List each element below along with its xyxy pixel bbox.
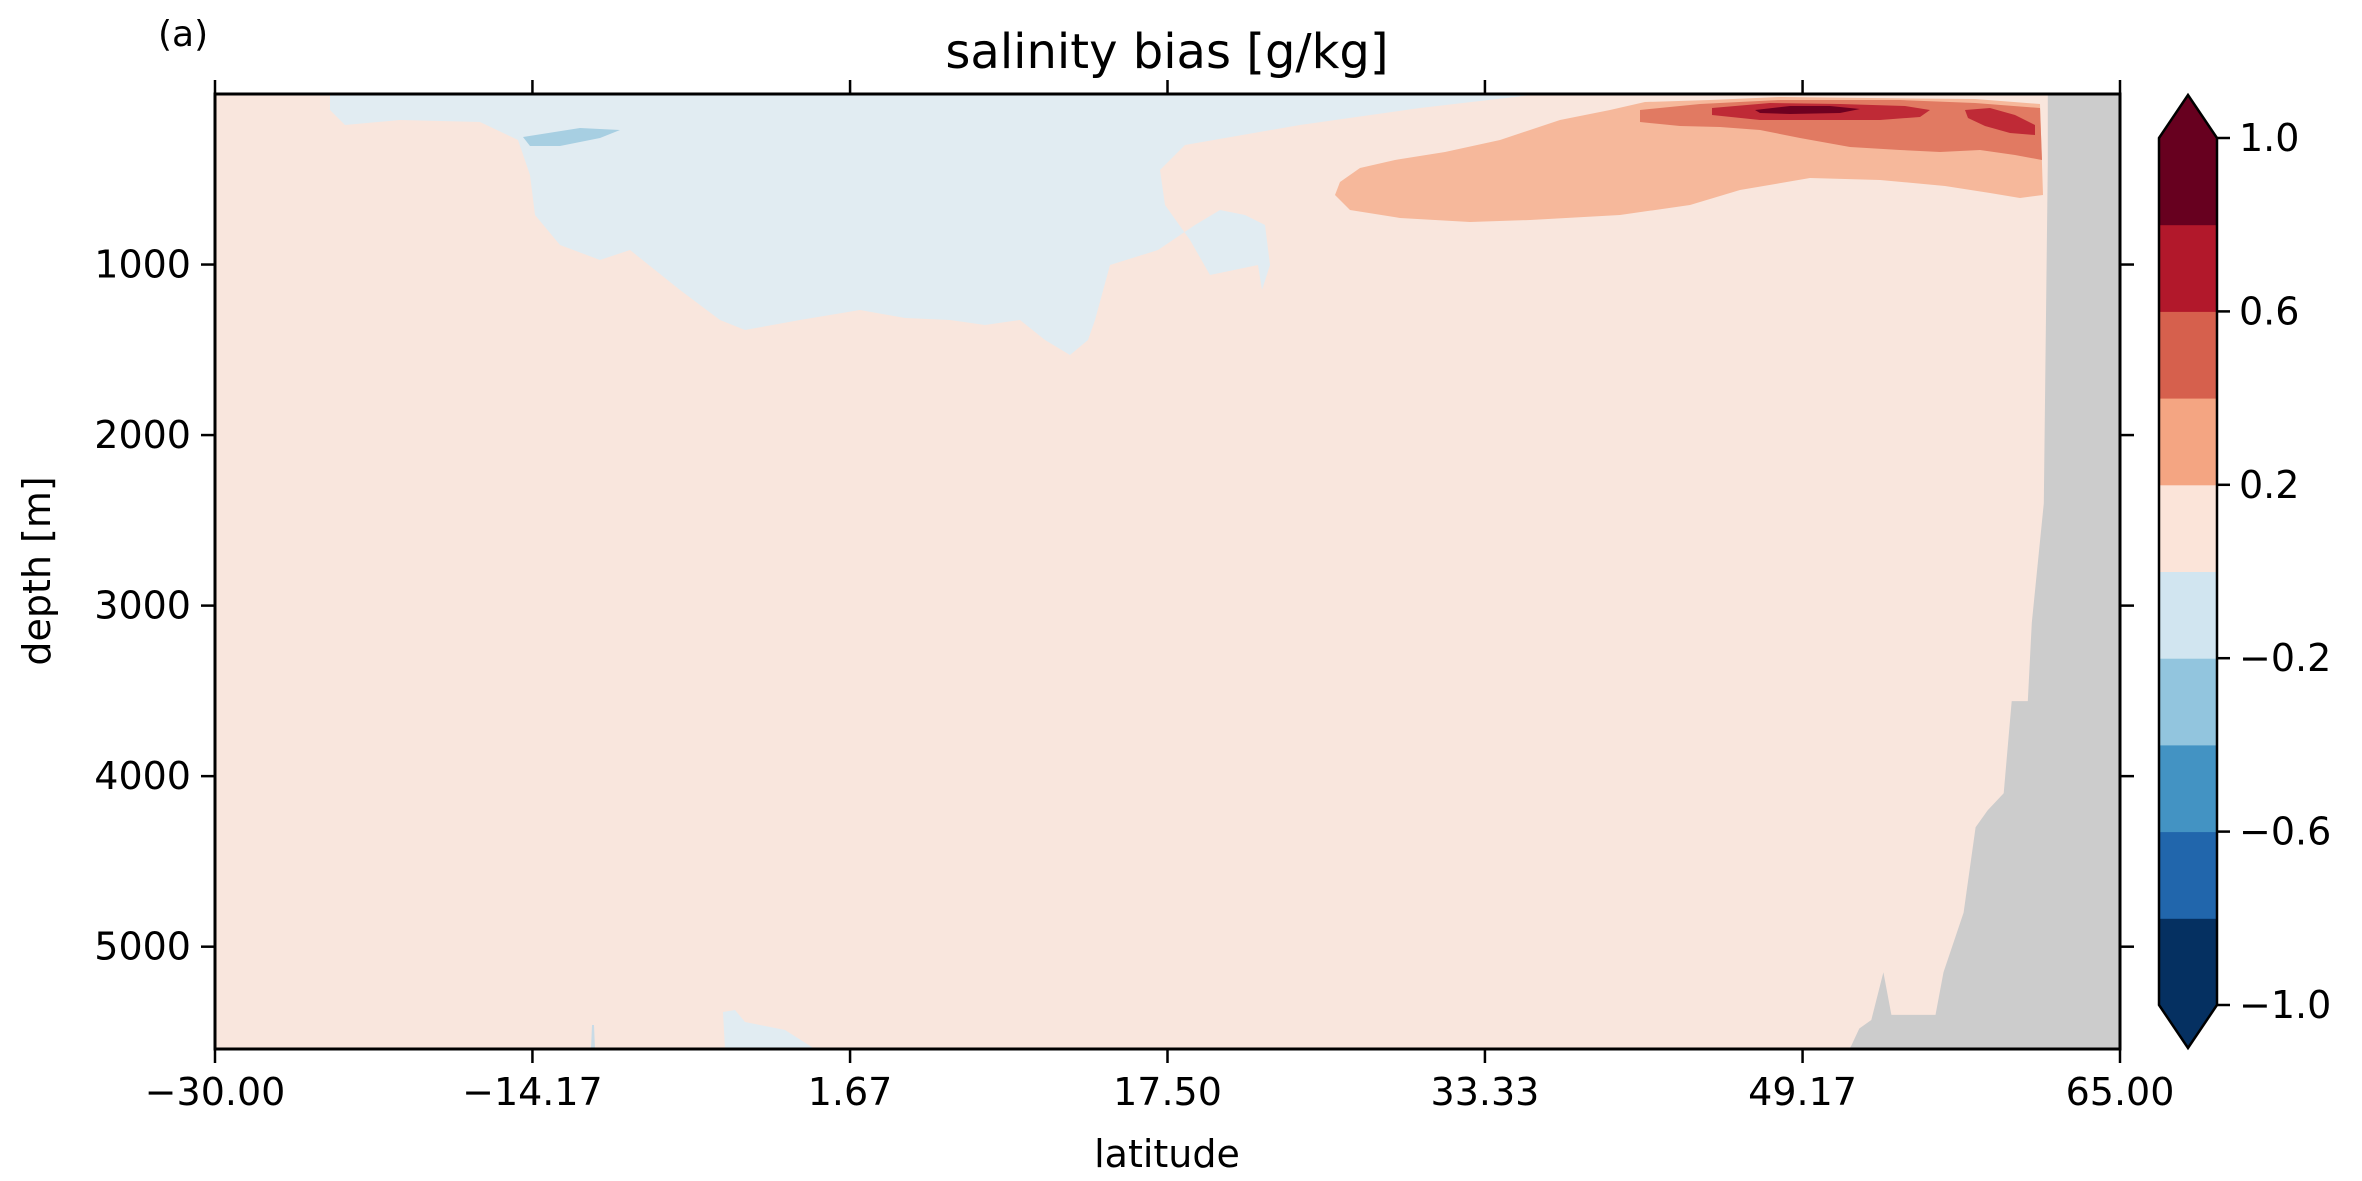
land-mask bbox=[1849, 94, 2120, 1049]
x-tick-label: 33.33 bbox=[1431, 1070, 1540, 1114]
panel-label: (a) bbox=[158, 14, 208, 55]
colorbar-level bbox=[2159, 224, 2217, 312]
colorbar-levels bbox=[2157, 92, 2219, 1051]
colorbar-level bbox=[2159, 571, 2217, 659]
bottom-negative-patch bbox=[723, 1010, 815, 1049]
y-axis-ticks: 1000 2000 3000 4000 5000 bbox=[94, 243, 2134, 969]
colorbar-extend-top bbox=[2159, 95, 2217, 138]
y-tick-label: 3000 bbox=[94, 584, 191, 628]
colorbar-tick-label: 1.0 bbox=[2239, 116, 2299, 160]
plot-area: −30.00 −14.17 1.67 17.50 33.33 49.17 65.00 100… bbox=[94, 80, 2174, 1114]
colorbar-level bbox=[2159, 484, 2217, 572]
y-tick-label: 2000 bbox=[94, 413, 191, 457]
chart-title: salinity bias [g/kg] bbox=[945, 24, 1388, 80]
colorbar-level bbox=[2159, 658, 2217, 746]
y-tick-label: 5000 bbox=[94, 925, 191, 969]
negative-bias-upper-region bbox=[330, 94, 1540, 355]
colorbar-level bbox=[2159, 831, 2217, 919]
x-axis-ticks: −30.00 −14.17 1.67 17.50 33.33 49.17 65.00 bbox=[145, 80, 2175, 1114]
x-axis-label: latitude bbox=[1094, 1132, 1240, 1176]
y-axis-label: depth [m] bbox=[15, 476, 59, 665]
colorbar-level bbox=[2159, 138, 2217, 226]
x-tick-label: 17.50 bbox=[1113, 1070, 1222, 1114]
colorbar-tick-label: 0.6 bbox=[2239, 289, 2299, 333]
colorbar-level bbox=[2159, 311, 2217, 399]
colorbar-level bbox=[2159, 398, 2217, 486]
y-tick-label: 4000 bbox=[94, 754, 191, 798]
colorbar-level bbox=[2159, 918, 2217, 1006]
x-tick-label: 49.17 bbox=[1748, 1070, 1857, 1114]
x-tick-label: 65.00 bbox=[2066, 1070, 2175, 1114]
maximum-positive-core bbox=[1755, 106, 1860, 114]
colorbar-tick-label: 0.2 bbox=[2239, 463, 2299, 507]
x-tick-label: −30.00 bbox=[145, 1070, 286, 1114]
colorbar-tick-label: −0.2 bbox=[2239, 636, 2331, 680]
colorbar-tick-label: −0.6 bbox=[2239, 810, 2331, 854]
y-tick-label: 1000 bbox=[94, 243, 191, 287]
colorbar: −1.0 −0.6 −0.2 0.2 0.6 1.0 bbox=[2157, 92, 2331, 1051]
very-strong-positive-core-east bbox=[1965, 108, 2035, 135]
small-negative-lens bbox=[523, 128, 620, 146]
x-tick-label: −14.17 bbox=[462, 1070, 603, 1114]
bottom-negative-spike bbox=[591, 1025, 595, 1049]
colorbar-ticks: −1.0 −0.6 −0.2 0.2 0.6 1.0 bbox=[2217, 116, 2331, 1027]
colorbar-level bbox=[2159, 744, 2217, 833]
colorbar-tick-label: −1.0 bbox=[2239, 983, 2331, 1027]
x-tick-label: 1.67 bbox=[808, 1070, 893, 1114]
plot-background bbox=[215, 94, 2120, 1049]
colorbar-extend-bottom bbox=[2159, 1005, 2217, 1048]
